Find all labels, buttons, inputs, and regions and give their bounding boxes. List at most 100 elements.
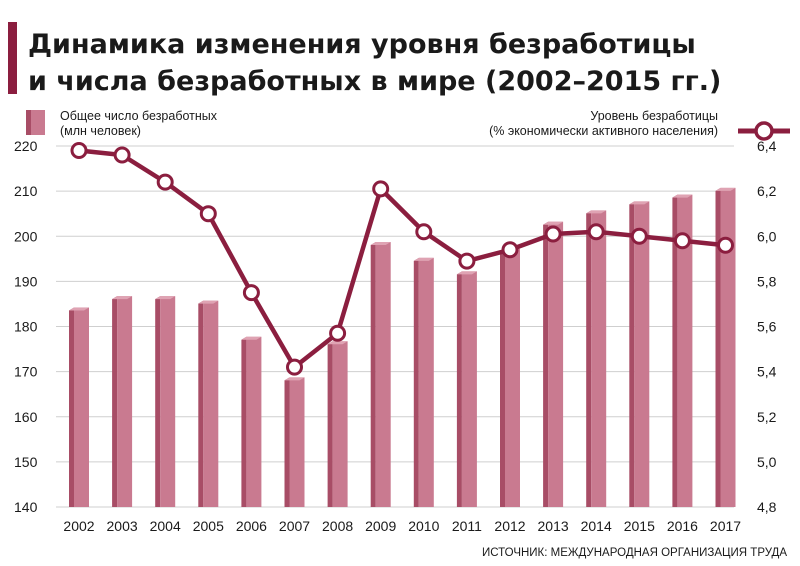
legend-bar-side (26, 110, 31, 135)
bar-top (370, 242, 391, 246)
x-tick-label: 2015 (624, 518, 655, 534)
y-right-tick-label: 4,8 (757, 499, 777, 515)
x-tick-label: 2009 (365, 518, 396, 534)
bar (500, 248, 520, 507)
unemployment-rate-point (717, 236, 734, 254)
source-note: ИСТОЧНИК: МЕЖДУНАРОДНАЯ ОРГАНИЗАЦИЯ ТРУД… (482, 547, 787, 559)
y-left-tick-label: 180 (14, 319, 38, 335)
bar-front (246, 336, 262, 507)
line-series (70, 142, 734, 376)
bar-side (69, 307, 74, 507)
bar-front (461, 271, 477, 507)
unemployment-rate-point (501, 241, 519, 259)
bar-front (74, 307, 89, 507)
unemployment-rate-point (544, 225, 562, 243)
x-tick-label: 2005 (193, 518, 224, 534)
bar-top (456, 271, 477, 275)
bar (198, 300, 219, 507)
bar-top (241, 336, 262, 340)
bar-front (160, 296, 176, 507)
unemployment-rate-point (415, 223, 433, 241)
bar (112, 296, 133, 507)
y-left-tick-label: 140 (14, 499, 38, 515)
x-tick-label: 2003 (107, 518, 138, 534)
bar (586, 210, 607, 507)
bar-front (720, 187, 736, 507)
bar-top (543, 221, 564, 225)
x-tick-label: 2008 (322, 518, 353, 534)
bar (69, 307, 89, 507)
right-axis-ticks: 4,8 5,0 5,2 5,4 5,6 5,8 6,0 6,2 6,4 (757, 138, 777, 515)
bar-front (375, 242, 391, 508)
bar-front (634, 201, 650, 507)
title-accent-bar (8, 22, 17, 94)
bar-top (413, 257, 434, 261)
y-left-tick-label: 220 (14, 138, 38, 154)
y-left-tick-label: 210 (14, 183, 38, 199)
bar-front (332, 341, 348, 507)
legend-line-marker (754, 121, 774, 141)
bar-top (284, 377, 305, 381)
x-axis-ticks: 2002 2003 2004 2005 2006 2007 2008 2009 2010 2011… (63, 518, 741, 534)
bar-top (586, 210, 607, 214)
bar-front (591, 210, 607, 507)
unemployment-rate-point (673, 232, 691, 250)
unemployment-rate-point (372, 180, 390, 198)
y-left-tick-label: 150 (14, 454, 38, 470)
y-right-tick-label: 5,6 (757, 319, 777, 335)
bar (284, 377, 305, 507)
bar-side (327, 341, 333, 507)
bar-front (117, 296, 133, 507)
bar (413, 257, 434, 507)
y-right-tick-label: 5,4 (757, 364, 777, 380)
x-tick-label: 2007 (279, 518, 310, 534)
bar (672, 194, 693, 507)
unemployment-rate-point (199, 205, 217, 223)
bar-top (672, 194, 693, 198)
legend-bars-unit: (млн человек) (60, 124, 141, 138)
bar-front (505, 248, 520, 507)
bar (543, 221, 564, 507)
legend-line: Уровень безработицы (% экономически акти… (489, 109, 790, 141)
bar-front (289, 377, 305, 507)
bar-side (500, 248, 505, 507)
unemployment-rate-point (587, 223, 605, 241)
unemployment-rate-point (156, 173, 174, 191)
unemployment-rate-line (78, 148, 726, 370)
bar-top (69, 307, 89, 311)
x-tick-label: 2004 (150, 518, 181, 534)
bar-side (586, 210, 592, 507)
bar-side (629, 201, 635, 507)
grid-lines (56, 145, 734, 508)
x-tick-label: 2010 (408, 518, 439, 534)
bar-side (543, 221, 549, 507)
y-right-tick-label: 6,4 (757, 138, 777, 154)
unemployment-rate-point (113, 146, 131, 164)
x-tick-label: 2016 (667, 518, 698, 534)
bar-side (198, 300, 204, 507)
bar-top (327, 341, 348, 345)
bar-side (370, 242, 376, 508)
unemployment-rate-point (286, 358, 303, 376)
y-left-tick-label: 160 (14, 409, 38, 425)
y-left-tick-label: 170 (14, 364, 38, 380)
legend-line-unit: (% экономически активного населения) (489, 124, 718, 138)
bar (155, 296, 176, 507)
x-tick-label: 2002 (63, 518, 94, 534)
left-axis-ticks: 140 150 160 170 180 190 200 210 220 (14, 138, 38, 515)
x-tick-label: 2012 (494, 518, 525, 534)
y-right-tick-label: 5,2 (757, 409, 777, 425)
bar-side (715, 187, 721, 507)
y-right-tick-label: 5,8 (757, 273, 777, 289)
unemployment-rate-point (329, 324, 347, 342)
bar-side (112, 296, 118, 507)
bar-front (677, 194, 693, 507)
y-right-tick-label: 6,0 (757, 228, 777, 244)
bar-top (629, 201, 650, 205)
chart-title-line2: и числа безработных в мире (2002–2015 гг… (28, 66, 721, 97)
x-tick-label: 2014 (581, 518, 612, 534)
bar-side (456, 271, 462, 507)
bar (715, 187, 736, 507)
